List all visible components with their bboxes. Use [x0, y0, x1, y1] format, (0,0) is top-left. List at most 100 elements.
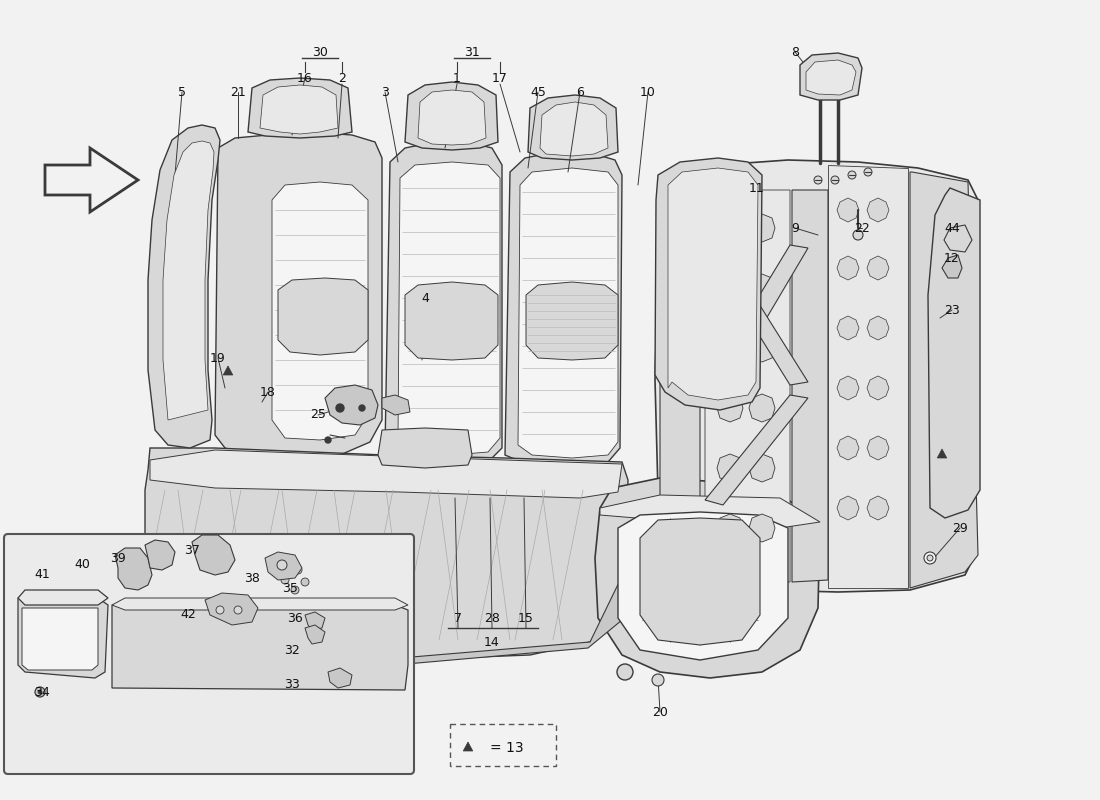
Polygon shape: [867, 376, 889, 400]
Polygon shape: [192, 535, 235, 575]
Polygon shape: [749, 334, 775, 362]
Polygon shape: [405, 82, 498, 150]
Circle shape: [324, 437, 331, 443]
Circle shape: [336, 404, 344, 412]
Text: 39: 39: [110, 551, 125, 565]
Polygon shape: [867, 198, 889, 222]
Polygon shape: [145, 540, 175, 570]
Polygon shape: [265, 552, 302, 580]
Polygon shape: [867, 436, 889, 460]
Polygon shape: [528, 95, 618, 160]
Polygon shape: [526, 282, 618, 360]
Polygon shape: [749, 274, 775, 302]
Polygon shape: [145, 570, 625, 665]
Polygon shape: [324, 385, 378, 425]
Polygon shape: [837, 496, 859, 520]
Polygon shape: [640, 518, 760, 645]
Polygon shape: [595, 478, 820, 678]
Polygon shape: [654, 158, 762, 410]
Text: 9: 9: [791, 222, 799, 234]
Text: 37: 37: [184, 543, 200, 557]
Polygon shape: [867, 256, 889, 280]
Circle shape: [927, 555, 933, 561]
Polygon shape: [18, 598, 108, 678]
Polygon shape: [148, 125, 220, 448]
Text: 30: 30: [312, 46, 328, 58]
Polygon shape: [248, 78, 352, 138]
Polygon shape: [837, 256, 859, 280]
Polygon shape: [205, 593, 258, 625]
Polygon shape: [749, 454, 775, 482]
Text: 35: 35: [282, 582, 298, 594]
Circle shape: [359, 405, 365, 411]
Circle shape: [301, 578, 309, 586]
Text: 38: 38: [244, 571, 260, 585]
Text: 14: 14: [484, 635, 499, 649]
Polygon shape: [112, 598, 408, 610]
Polygon shape: [749, 514, 775, 542]
Polygon shape: [618, 512, 788, 660]
Circle shape: [852, 230, 864, 240]
Polygon shape: [382, 395, 410, 415]
Polygon shape: [600, 495, 820, 528]
Polygon shape: [112, 605, 408, 690]
Polygon shape: [828, 165, 907, 588]
Polygon shape: [272, 182, 368, 440]
Polygon shape: [45, 148, 138, 212]
Text: 36: 36: [287, 611, 303, 625]
Text: 5: 5: [178, 86, 186, 98]
Text: 6: 6: [576, 86, 584, 98]
Polygon shape: [944, 225, 972, 252]
Text: 16: 16: [297, 71, 312, 85]
Text: 23: 23: [944, 303, 960, 317]
Circle shape: [234, 606, 242, 614]
Polygon shape: [717, 274, 743, 302]
Circle shape: [848, 171, 856, 179]
Text: 8: 8: [791, 46, 799, 58]
Polygon shape: [717, 214, 743, 242]
Text: 4: 4: [421, 291, 429, 305]
Text: 1: 1: [453, 71, 461, 85]
Polygon shape: [150, 450, 622, 498]
Polygon shape: [214, 132, 382, 458]
Polygon shape: [305, 625, 324, 644]
Text: 25: 25: [310, 409, 326, 422]
Polygon shape: [937, 449, 947, 458]
Polygon shape: [385, 142, 502, 468]
Text: 18: 18: [260, 386, 276, 398]
Polygon shape: [792, 190, 828, 582]
Polygon shape: [705, 245, 808, 385]
Text: 44: 44: [944, 222, 960, 234]
Polygon shape: [749, 394, 775, 422]
Circle shape: [39, 690, 42, 694]
Text: 20: 20: [652, 706, 668, 718]
Polygon shape: [18, 590, 108, 605]
Polygon shape: [867, 316, 889, 340]
Text: 31: 31: [464, 46, 480, 58]
Polygon shape: [717, 394, 743, 422]
Polygon shape: [749, 214, 775, 242]
Polygon shape: [910, 172, 978, 588]
FancyBboxPatch shape: [450, 724, 556, 766]
Text: 19: 19: [210, 351, 225, 365]
Circle shape: [830, 176, 839, 184]
Polygon shape: [540, 102, 608, 156]
Circle shape: [216, 606, 224, 614]
Polygon shape: [163, 141, 214, 420]
Text: 29: 29: [953, 522, 968, 534]
Polygon shape: [654, 160, 978, 592]
Text: 45: 45: [530, 86, 546, 98]
Polygon shape: [837, 198, 859, 222]
Polygon shape: [837, 436, 859, 460]
Text: 2: 2: [338, 71, 345, 85]
Polygon shape: [116, 548, 152, 590]
Polygon shape: [705, 190, 790, 582]
Text: 21: 21: [230, 86, 246, 98]
Polygon shape: [463, 742, 473, 751]
Text: 11: 11: [749, 182, 764, 194]
Polygon shape: [278, 278, 368, 355]
Polygon shape: [305, 612, 324, 630]
Text: 40: 40: [74, 558, 90, 571]
Polygon shape: [660, 185, 700, 580]
Polygon shape: [837, 376, 859, 400]
